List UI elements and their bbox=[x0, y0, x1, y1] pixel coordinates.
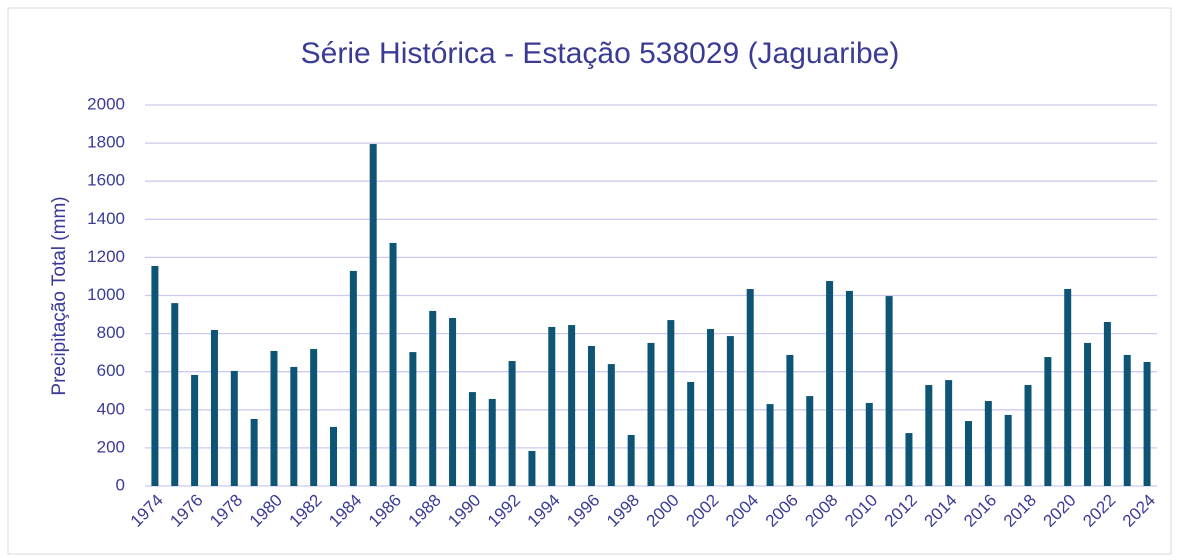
bar bbox=[786, 354, 794, 486]
y-tick-label: 1000 bbox=[87, 285, 125, 304]
y-axis-label: Precipitação Total (mm) bbox=[49, 196, 70, 395]
y-tick-label: 400 bbox=[97, 399, 125, 418]
bar bbox=[389, 242, 397, 486]
bar bbox=[1103, 321, 1111, 486]
chart-title: Série Histórica - Estação 538029 (Jaguar… bbox=[301, 37, 900, 70]
bar bbox=[1123, 354, 1131, 486]
bar bbox=[310, 349, 318, 486]
bar bbox=[449, 317, 457, 486]
bar bbox=[1143, 361, 1151, 486]
bar bbox=[707, 329, 715, 486]
bar bbox=[528, 450, 536, 486]
bar bbox=[845, 290, 853, 486]
y-tick-label: 1600 bbox=[87, 171, 125, 190]
bar bbox=[1084, 342, 1092, 486]
bar bbox=[508, 361, 516, 486]
y-tick-label: 800 bbox=[97, 323, 125, 342]
bar bbox=[925, 385, 933, 486]
bar bbox=[330, 426, 338, 486]
bar bbox=[210, 329, 218, 486]
bar bbox=[647, 342, 655, 486]
bar bbox=[865, 402, 873, 486]
bar bbox=[806, 396, 814, 486]
y-tick-label: 600 bbox=[97, 361, 125, 380]
bar bbox=[726, 336, 734, 486]
bar bbox=[429, 310, 437, 486]
bar bbox=[250, 418, 258, 486]
bar bbox=[587, 345, 595, 486]
y-tick-label: 200 bbox=[97, 437, 125, 456]
bar bbox=[945, 380, 953, 486]
bar bbox=[667, 320, 675, 486]
bar bbox=[171, 303, 179, 486]
bar bbox=[1024, 385, 1032, 486]
y-tick-label: 1200 bbox=[87, 247, 125, 266]
bar bbox=[488, 398, 496, 486]
bar bbox=[468, 392, 476, 486]
bar bbox=[349, 270, 357, 486]
y-tick-label: 0 bbox=[116, 475, 125, 494]
bar bbox=[409, 352, 417, 486]
bar bbox=[607, 364, 615, 486]
bar bbox=[964, 421, 972, 486]
bar bbox=[191, 374, 199, 486]
bar bbox=[746, 289, 754, 486]
y-tick-label: 1800 bbox=[87, 133, 125, 152]
bar bbox=[151, 265, 159, 486]
bar bbox=[568, 325, 576, 486]
y-tick-label: 2000 bbox=[87, 94, 125, 113]
bar bbox=[687, 381, 695, 486]
bar bbox=[1064, 289, 1072, 486]
bar bbox=[984, 401, 992, 486]
bar bbox=[905, 433, 913, 486]
bar bbox=[766, 404, 774, 486]
bar bbox=[548, 326, 556, 486]
bar bbox=[627, 434, 635, 486]
y-tick-label: 1400 bbox=[87, 209, 125, 228]
bar bbox=[885, 296, 893, 486]
bar bbox=[826, 281, 834, 486]
bar bbox=[270, 350, 278, 486]
bar bbox=[1044, 357, 1052, 486]
bar bbox=[230, 370, 238, 486]
bar bbox=[369, 144, 377, 487]
bar bbox=[1004, 414, 1012, 486]
bar bbox=[290, 366, 298, 486]
